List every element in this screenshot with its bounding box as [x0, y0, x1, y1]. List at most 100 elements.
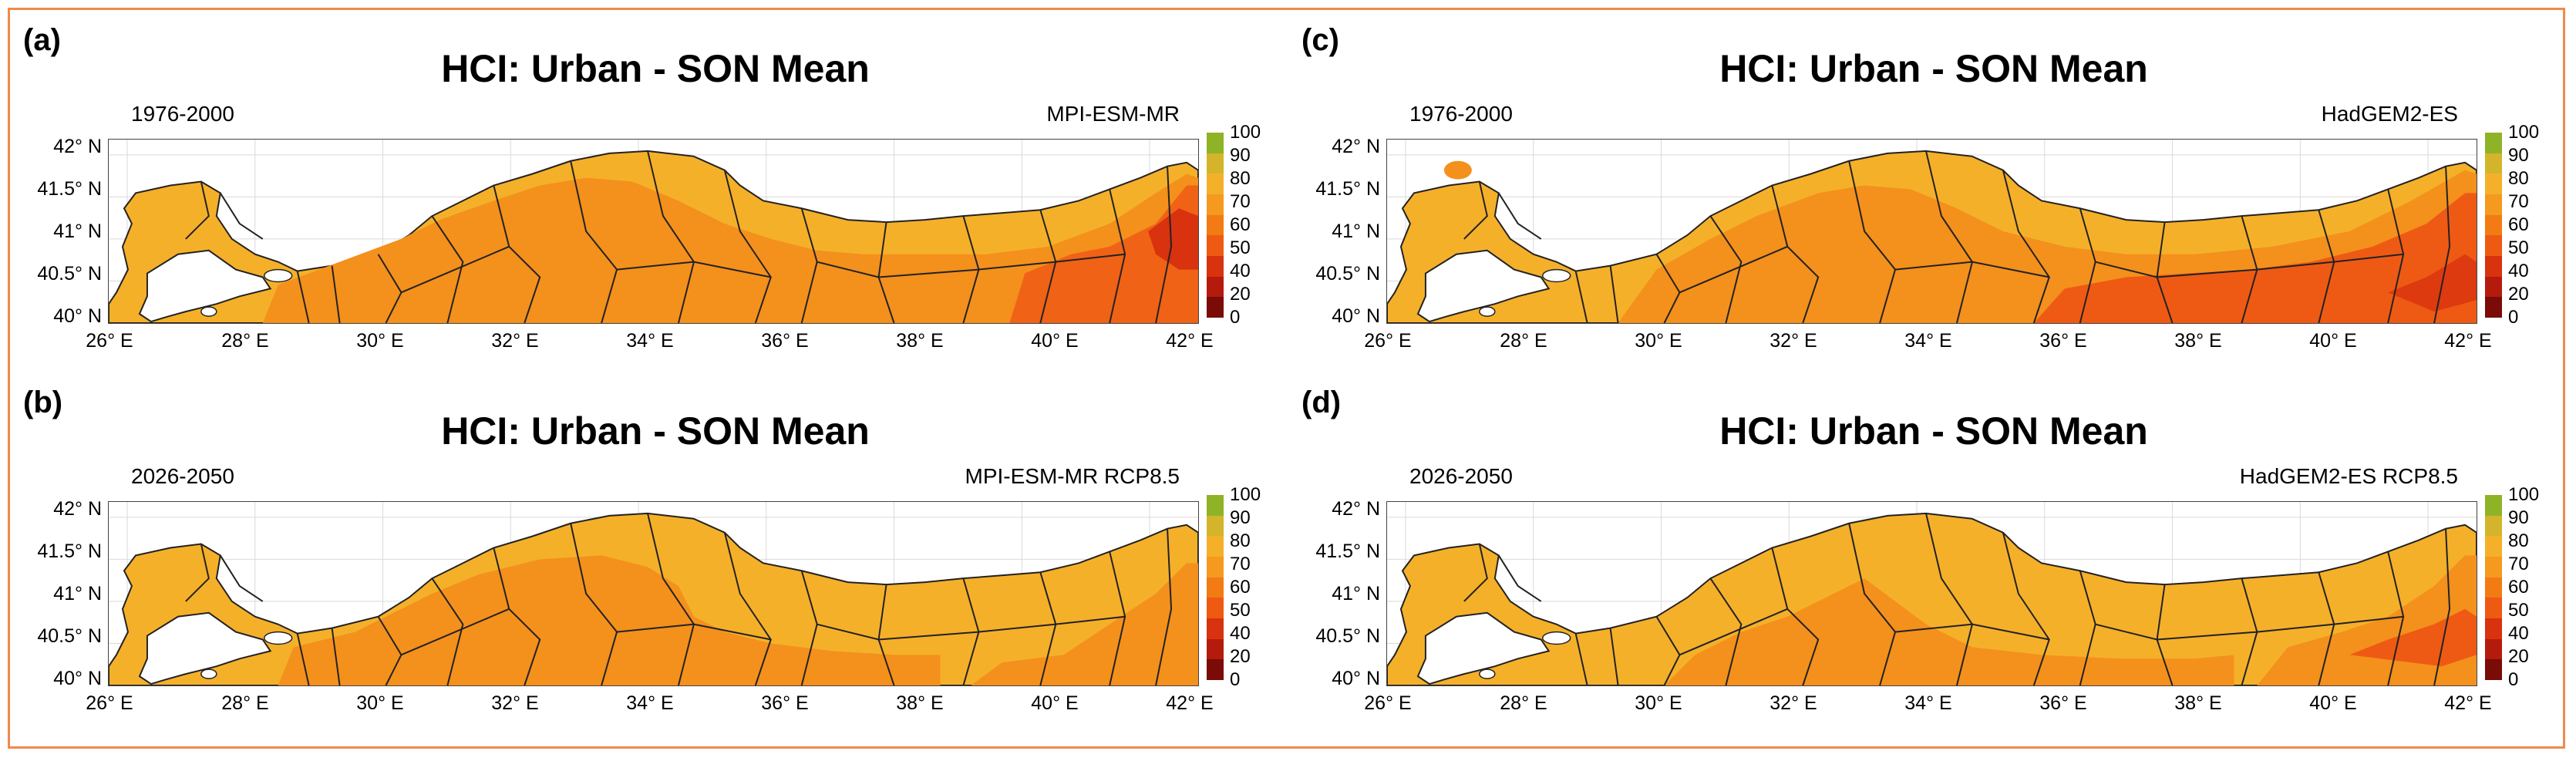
longitude-tick-label: 28° E	[1500, 330, 1547, 352]
longitude-tick-label: 28° E	[221, 330, 269, 352]
colorbar-tick-label: 50	[1230, 600, 1251, 621]
colorbar-swatch	[2485, 598, 2502, 618]
colorbar-swatch	[1207, 577, 1224, 598]
longitude-tick-label: 34° E	[1904, 330, 1952, 352]
colorbar-tick-label: 50	[2508, 237, 2529, 258]
longitude-tick-label: 38° E	[896, 330, 944, 352]
colorbar-swatch	[2485, 495, 2502, 516]
longitude-tick-label: 40° E	[2309, 692, 2357, 714]
colorbar-tick-label: 0	[2508, 669, 2519, 690]
longitude-tick-label: 32° E	[1770, 330, 1817, 352]
colorbar-swatch	[2485, 173, 2502, 194]
latitude-tick-label: 42° N	[1332, 136, 1380, 157]
colorbar-tick-label: 50	[1230, 237, 1251, 258]
period-label: 1976-2000	[1409, 102, 1513, 126]
colorbar-tick-label: 90	[2508, 145, 2529, 166]
longitude-tick-label: 42° E	[1166, 692, 1214, 714]
colorbar-swatch	[1207, 255, 1224, 277]
colorbar-swatch	[1207, 276, 1224, 298]
longitude-tick-label: 34° E	[1904, 692, 1952, 714]
longitude-tick-label: 26° E	[86, 692, 133, 714]
colorbar-tick-label: 20	[1230, 284, 1251, 305]
panel-title: HCI: Urban - SON Mean	[441, 47, 870, 90]
colorbar-tick-label: 0	[1230, 669, 1241, 690]
latitude-tick-label: 41.5° N	[37, 540, 102, 562]
panel-title: HCI: Urban - SON Mean	[1719, 409, 2148, 453]
latitude-tick-label: 40.5° N	[1315, 625, 1380, 647]
colorbar	[1207, 133, 1224, 318]
colorbar-tick-label: 60	[1230, 214, 1251, 235]
colorbar-tick-label: 100	[1230, 122, 1261, 143]
colorbar-tick-label: 40	[1230, 261, 1251, 281]
colorbar-tick-label: 70	[1230, 191, 1251, 212]
longitude-tick-label: 40° E	[2309, 330, 2357, 352]
panel-letter: (a)	[23, 23, 61, 57]
period-label: 2026-2050	[1409, 464, 1513, 488]
latitude-tick-label: 40.5° N	[37, 263, 102, 285]
latitude-tick-label: 41.5° N	[1315, 540, 1380, 562]
colorbar-swatch	[1207, 515, 1224, 537]
colorbar-tick-label: 20	[2508, 284, 2529, 305]
colorbar-tick-label: 40	[2508, 623, 2529, 644]
colorbar-tick-label: 100	[1230, 484, 1261, 505]
latitude-tick-label: 42° N	[1332, 498, 1380, 520]
colorbar-tick-label: 40	[2508, 261, 2529, 281]
colorbar-swatch	[2485, 659, 2502, 680]
colorbar-swatch	[1207, 618, 1224, 639]
map-panel: (d) HCI: Urban - SON Mean 2026-2050 HadG…	[1278, 362, 2551, 725]
colorbar-swatch	[1207, 214, 1224, 236]
colorbar-swatch	[2485, 235, 2502, 256]
colorbar-swatch	[1207, 153, 1224, 174]
colorbar-tick-label: 70	[1230, 554, 1251, 574]
colorbar-swatch	[2485, 255, 2502, 277]
map-panel: (a) HCI: Urban - SON Mean 1976-2000 MPI-…	[0, 0, 1272, 362]
colorbar-swatch	[1207, 638, 1224, 660]
hci-map	[108, 139, 1199, 324]
colorbar-tick-label: 80	[2508, 168, 2529, 189]
longitude-tick-label: 38° E	[2174, 330, 2222, 352]
colorbar-swatch	[2485, 515, 2502, 537]
longitude-tick-label: 42° E	[2444, 692, 2492, 714]
longitude-tick-label: 38° E	[2174, 692, 2222, 714]
colorbar	[1207, 495, 1224, 680]
longitude-tick-label: 28° E	[1500, 692, 1547, 714]
hci-map	[108, 501, 1199, 686]
longitude-tick-label: 30° E	[1635, 330, 1682, 352]
latitude-tick-label: 40.5° N	[1315, 263, 1380, 285]
figure-frame	[8, 8, 2565, 749]
latitude-tick-label: 41.5° N	[37, 178, 102, 200]
colorbar-swatch	[2485, 133, 2502, 153]
colorbar-swatch	[2485, 214, 2502, 236]
colorbar-swatch	[1207, 556, 1224, 577]
colorbar-swatch	[2485, 638, 2502, 660]
latitude-tick-label: 42° N	[53, 136, 102, 157]
colorbar-swatch	[2485, 536, 2502, 557]
panel-title: HCI: Urban - SON Mean	[441, 409, 870, 453]
colorbar-swatch	[1207, 495, 1224, 516]
latitude-tick-label: 41° N	[1332, 221, 1380, 242]
colorbar-swatch	[1207, 598, 1224, 618]
colorbar	[2485, 133, 2502, 318]
colorbar-tick-label: 20	[1230, 646, 1251, 667]
colorbar-swatch	[2485, 618, 2502, 639]
longitude-tick-label: 30° E	[1635, 692, 1682, 714]
colorbar-swatch	[1207, 173, 1224, 194]
colorbar-swatch	[1207, 194, 1224, 215]
panel-title: HCI: Urban - SON Mean	[1719, 47, 2148, 90]
longitude-tick-label: 36° E	[2039, 330, 2087, 352]
colorbar-swatch	[2485, 276, 2502, 298]
colorbar-tick-label: 100	[2508, 484, 2540, 505]
longitude-tick-label: 32° E	[491, 330, 539, 352]
colorbar-tick-label: 90	[2508, 507, 2529, 528]
map-panel: (b) HCI: Urban - SON Mean 2026-2050 MPI-…	[0, 362, 1272, 725]
hci-map	[1386, 501, 2477, 686]
longitude-tick-label: 40° E	[1031, 692, 1079, 714]
longitude-tick-label: 40° E	[1031, 330, 1079, 352]
colorbar-swatch	[2485, 297, 2502, 318]
latitude-tick-label: 41° N	[1332, 583, 1380, 604]
panel-letter: (d)	[1301, 386, 1342, 419]
longitude-tick-label: 36° E	[761, 330, 809, 352]
colorbar	[2485, 495, 2502, 680]
period-label: 2026-2050	[131, 464, 234, 488]
latitude-tick-label: 40° N	[1332, 305, 1380, 327]
